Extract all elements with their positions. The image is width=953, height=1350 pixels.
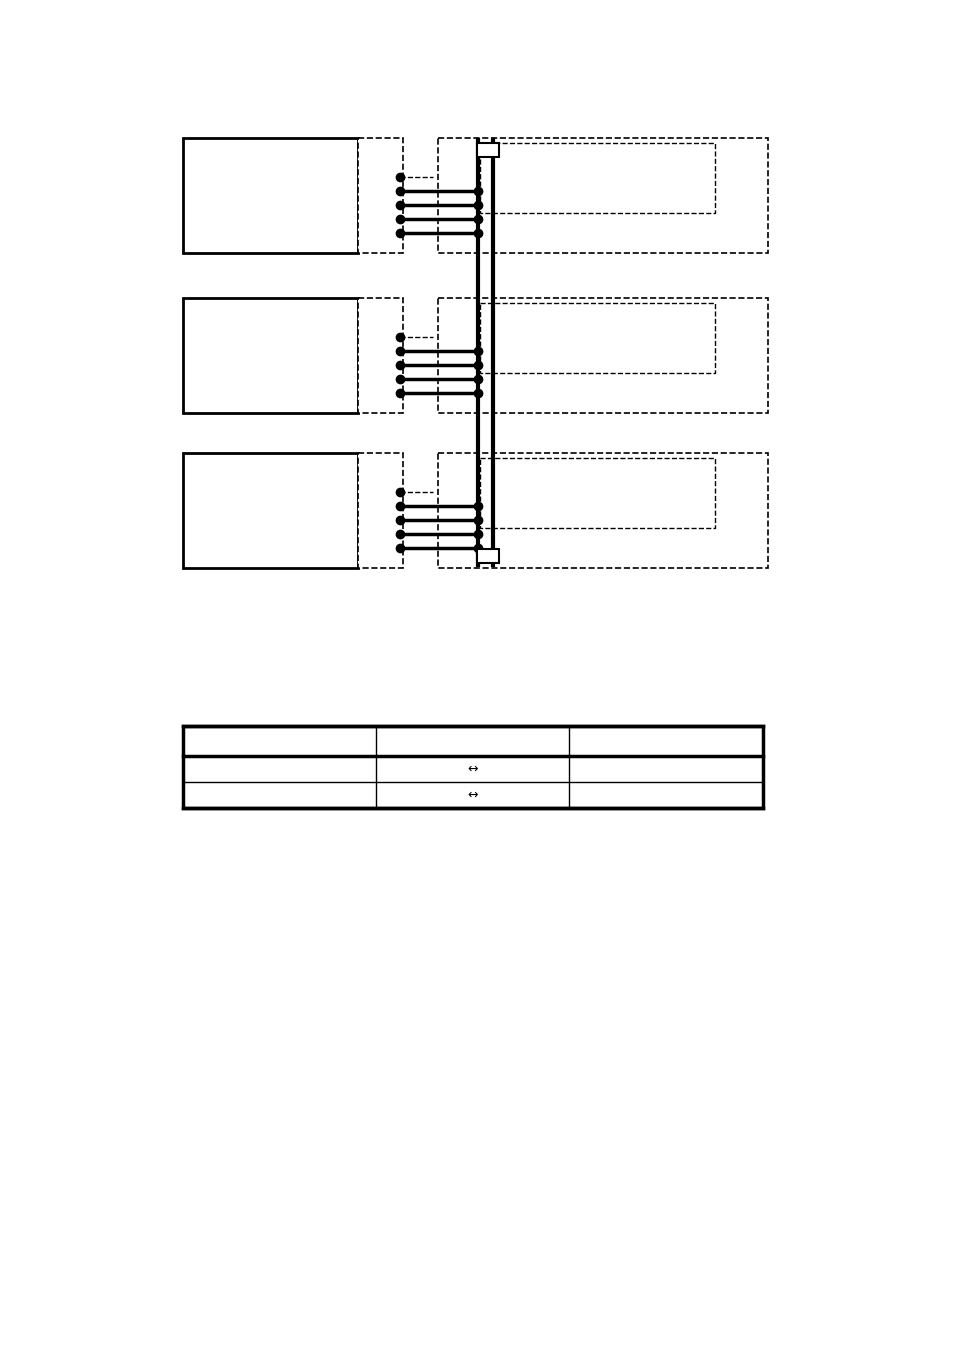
Bar [357,297,402,413]
Bar [476,548,498,563]
Bar [479,302,714,373]
Bar [476,143,498,157]
Text: ↔: ↔ [467,763,477,775]
Bar [437,138,767,252]
Bar [479,143,714,212]
Bar [357,138,402,252]
Text: ↔: ↔ [467,788,477,802]
Bar [183,297,357,413]
Bar [183,138,357,252]
Bar [357,452,402,567]
Bar [437,452,767,567]
Bar [183,452,357,567]
Bar [437,297,767,413]
Bar [183,726,762,809]
Bar [479,458,714,528]
